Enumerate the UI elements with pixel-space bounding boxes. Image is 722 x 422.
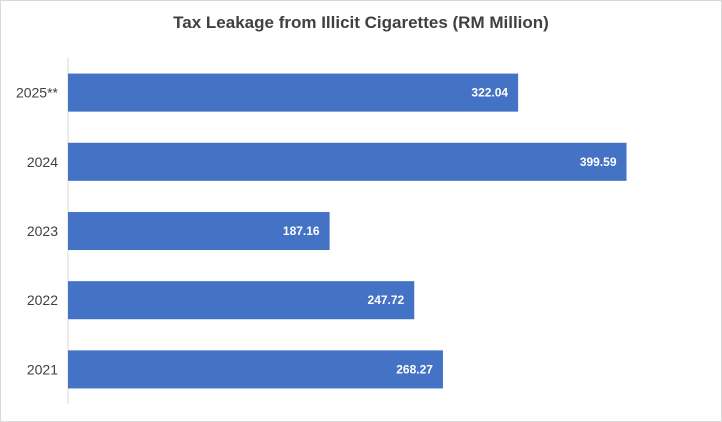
data-label-2022: 247.72 (368, 293, 405, 307)
chart-title: Tax Leakage from Illicit Cigarettes (RM … (173, 13, 549, 32)
data-label-2021: 268.27 (396, 362, 433, 376)
data-label-2025: 322.04 (471, 86, 508, 100)
bar-2024 (68, 142, 627, 181)
category-label-2021: 2021 (27, 361, 58, 377)
category-label-2023: 2023 (27, 223, 58, 239)
data-label-2024: 399.59 (580, 155, 617, 169)
category-label-2022: 2022 (27, 292, 58, 308)
bar-2021 (68, 350, 443, 389)
category-label-2025: 2025** (16, 85, 59, 101)
data-label-2023: 187.16 (283, 224, 320, 238)
bar-2025 (68, 73, 519, 112)
category-label-2024: 2024 (27, 154, 58, 170)
bar-2023 (68, 211, 330, 251)
bar-2022 (68, 281, 415, 320)
